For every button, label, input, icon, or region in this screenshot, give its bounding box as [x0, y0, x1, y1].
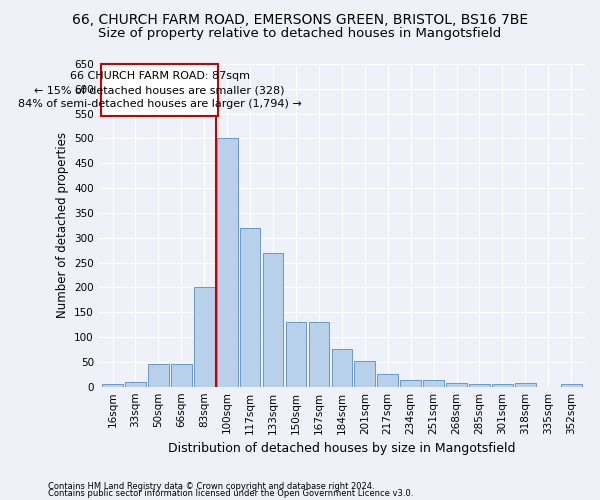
Bar	[125, 382, 146, 386]
Bar	[423, 380, 444, 386]
Bar	[377, 374, 398, 386]
Bar	[194, 288, 215, 386]
Bar	[515, 382, 536, 386]
Bar	[286, 322, 307, 386]
Bar	[240, 228, 260, 386]
Text: Size of property relative to detached houses in Mangotsfield: Size of property relative to detached ho…	[98, 28, 502, 40]
Bar	[446, 382, 467, 386]
Bar	[102, 384, 123, 386]
Bar	[561, 384, 581, 386]
Bar	[263, 252, 283, 386]
Text: 66 CHURCH FARM ROAD: 87sqm
← 15% of detached houses are smaller (328)
84% of sem: 66 CHURCH FARM ROAD: 87sqm ← 15% of deta…	[17, 71, 301, 109]
Bar	[217, 138, 238, 386]
Bar	[492, 384, 513, 386]
Bar	[148, 364, 169, 386]
Text: Contains public sector information licensed under the Open Government Licence v3: Contains public sector information licen…	[48, 489, 413, 498]
Bar	[355, 361, 375, 386]
X-axis label: Distribution of detached houses by size in Mangotsfield: Distribution of detached houses by size …	[168, 442, 515, 455]
Bar	[400, 380, 421, 386]
Text: 66, CHURCH FARM ROAD, EMERSONS GREEN, BRISTOL, BS16 7BE: 66, CHURCH FARM ROAD, EMERSONS GREEN, BR…	[72, 12, 528, 26]
Bar	[469, 384, 490, 386]
Bar	[332, 350, 352, 387]
Bar	[308, 322, 329, 386]
Y-axis label: Number of detached properties: Number of detached properties	[56, 132, 68, 318]
Text: Contains HM Land Registry data © Crown copyright and database right 2024.: Contains HM Land Registry data © Crown c…	[48, 482, 374, 491]
FancyBboxPatch shape	[101, 64, 218, 116]
Bar	[171, 364, 191, 386]
